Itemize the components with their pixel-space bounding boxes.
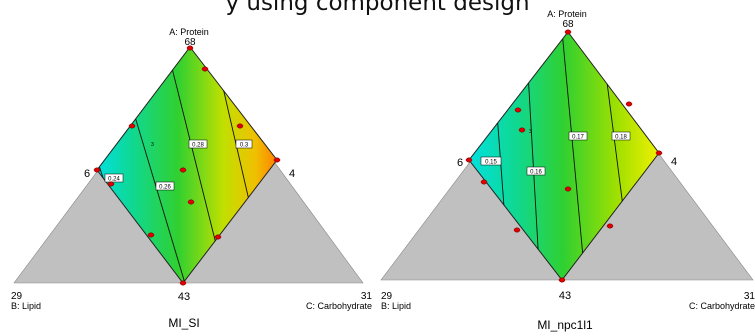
design-point <box>147 232 155 238</box>
constraint-right-value: 4 <box>289 168 295 180</box>
design-points <box>93 45 281 286</box>
vertex-a-label: A: Protein <box>547 9 587 19</box>
constraint-bottom-value: 43 <box>559 290 571 302</box>
vertex-b-label: B: Lipid <box>11 301 41 311</box>
contour-label: 0.16 <box>530 170 542 176</box>
constraint-bottom-value: 43 <box>178 291 190 303</box>
constraint-left-value: 6 <box>84 168 90 180</box>
constraint-left-value: 6 <box>457 157 463 169</box>
design-points <box>465 29 663 283</box>
vertex-b-value: 29 <box>11 291 23 302</box>
design-point <box>480 179 488 185</box>
contour-label-box: 0.3 <box>235 139 253 149</box>
design-point <box>513 227 521 233</box>
design-point-count: 3 <box>151 142 154 148</box>
design-point <box>179 280 187 286</box>
x-axis-label: MI_npc1l1 <box>537 318 593 332</box>
contour-label: 0.15 <box>485 160 497 166</box>
header-caption: y using component design <box>225 0 530 16</box>
vertex-b-label: B: Lipid <box>381 301 411 311</box>
design-point <box>558 277 566 283</box>
contour-label: 0.28 <box>192 143 204 149</box>
design-point <box>179 167 187 173</box>
contour-line <box>129 99 191 283</box>
design-point <box>273 157 281 163</box>
design-point <box>625 101 633 107</box>
design-point-count: 3 <box>529 129 532 135</box>
design-point <box>128 123 136 129</box>
contour-label: 0.26 <box>159 185 171 191</box>
contour-label-box: 0.16 <box>526 166 546 176</box>
vertex-a-value: 68 <box>184 37 196 48</box>
ternary-plot-mi-npc1l1: 0.15 0.16 0.17 0.18 3 A: Protein 68 6 4 … <box>380 9 755 332</box>
design-point <box>518 127 526 133</box>
vertex-b-value: 29 <box>381 291 393 302</box>
contour-label-box: 0.26 <box>155 181 175 191</box>
contour-label-box: 0.28 <box>188 139 208 149</box>
contour-label: 0.3 <box>240 143 249 149</box>
vertex-a-label: A: Protein <box>169 27 209 37</box>
design-point <box>201 66 209 72</box>
vertex-c-label: C: Carbohydrate <box>306 301 372 311</box>
contour-label-box: 0.17 <box>568 131 588 141</box>
design-point <box>655 150 663 156</box>
design-point <box>236 123 244 129</box>
contour-label-box: 0.15 <box>480 156 502 166</box>
design-point <box>214 234 222 240</box>
contour-label-box: 0.18 <box>611 131 631 141</box>
design-point <box>514 107 522 113</box>
design-point <box>606 223 614 229</box>
ternary-plot-mi-si: 0.24 0.26 0.28 0.3 3 A: Protein 68 6 4 4… <box>11 27 373 330</box>
constraint-right-value: 4 <box>671 156 677 168</box>
x-axis-label: MI_SI <box>168 316 199 330</box>
contour-label: 0.17 <box>572 135 584 141</box>
design-point <box>564 29 572 35</box>
vertex-c-value: 31 <box>361 291 373 302</box>
design-point <box>187 199 195 205</box>
contour-label: 0.18 <box>615 135 627 141</box>
vertex-c-label: C: Carbohydrate <box>689 301 755 311</box>
vertex-c-value: 31 <box>744 291 755 302</box>
design-point <box>186 45 194 51</box>
design-point <box>465 157 473 163</box>
design-point <box>564 186 572 192</box>
contour-label-box: 0.24 <box>104 173 124 183</box>
vertex-a-value: 68 <box>562 19 574 30</box>
contour-label: 0.24 <box>108 177 120 183</box>
design-point <box>107 181 115 187</box>
design-point <box>93 167 101 173</box>
